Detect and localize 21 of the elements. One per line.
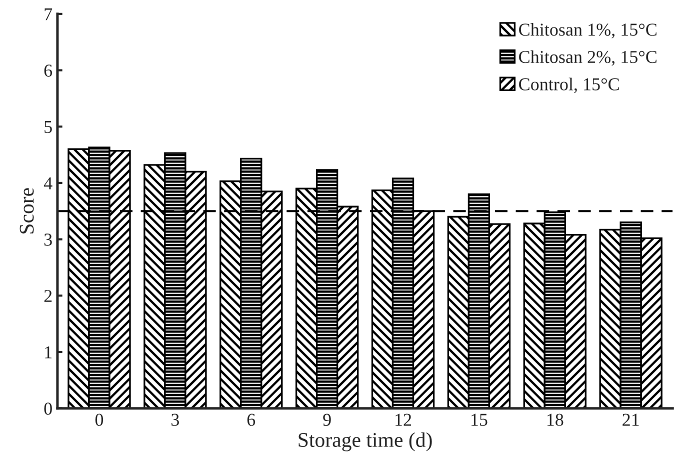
- x-axis-title: Storage time (d): [298, 432, 432, 452]
- y-tick-label: 2: [44, 290, 52, 302]
- y-tick-label: 7: [44, 8, 52, 20]
- x-tick-label: 9: [323, 414, 331, 426]
- y-tick-label: 4: [44, 177, 52, 190]
- y-tick-label: 5: [44, 121, 52, 134]
- y-tick-label: 0: [44, 402, 52, 415]
- x-tick-label: 21: [622, 414, 639, 426]
- legend-label: Control, 15°C: [519, 78, 619, 93]
- y-axis-title: Score: [20, 188, 34, 234]
- x-tick-label: 6: [247, 414, 256, 426]
- x-tick-label: 12: [396, 414, 412, 426]
- x-tick-label: 3: [172, 414, 179, 426]
- x-tick-label: 0: [95, 414, 104, 426]
- y-tick-label: 3: [44, 234, 52, 246]
- legend-label: Chitosan 2%, 15°C: [519, 50, 656, 66]
- y-tick-label: 6: [44, 64, 52, 77]
- legend-label: Chitosan 1%, 15°C: [519, 23, 656, 38]
- x-tick-label: 18: [547, 414, 564, 426]
- x-tick-label: 15: [472, 414, 488, 426]
- y-tick-label: 1: [45, 346, 52, 358]
